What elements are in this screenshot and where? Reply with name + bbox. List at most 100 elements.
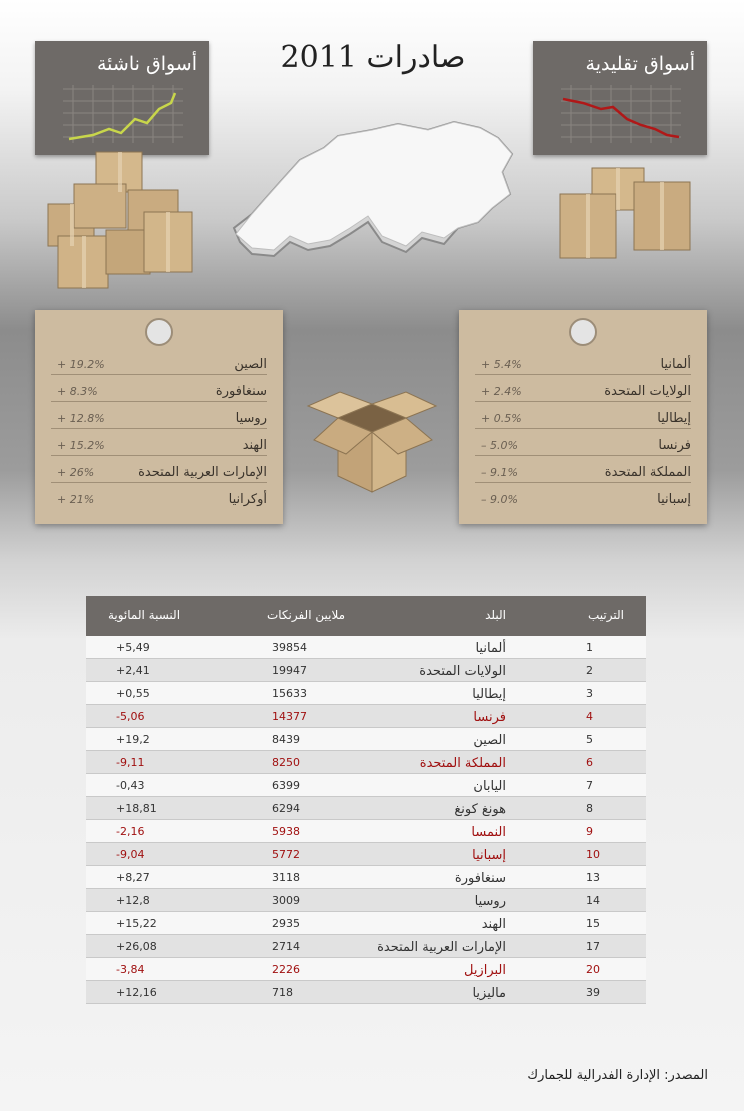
rank-cell: 13	[586, 871, 600, 884]
millions-cell: 3118	[272, 871, 300, 884]
millions-cell: 6294	[272, 802, 300, 815]
tag-row: الإمارات العربية المتحدة + 26%	[51, 458, 267, 483]
percent-cell: +12,8	[116, 894, 150, 907]
millions-cell: 14377	[272, 710, 307, 723]
rank-cell: 20	[586, 963, 600, 976]
table-row: 3 إيطاليا 15633 +0,55	[86, 682, 646, 705]
country-cell: البرازيل	[463, 963, 506, 978]
country-cell: إسبانيا	[472, 848, 506, 863]
country-cell: ألمانيا	[475, 641, 506, 656]
country-name: الصين	[234, 357, 267, 372]
growth-value: – 5.0%	[481, 439, 518, 452]
growth-value: + 12.8%	[57, 412, 105, 425]
tag-row: الولايات المتحدة + 2.4%	[475, 377, 691, 402]
rank-cell: 5	[586, 733, 593, 746]
rank-cell: 3	[586, 687, 593, 700]
traditional-markets-tag: ألمانيا + 5.4% الولايات المتحدة + 2.4% إ…	[459, 310, 707, 524]
table-row: 10 إسبانيا 5772 -9,04	[86, 843, 646, 866]
table-header: الترتيب البلد ملايين الفرنكات النسبة الم…	[86, 596, 646, 636]
tag-row: إسبانيا – 9.0%	[475, 485, 691, 509]
growth-value: + 8.3%	[57, 385, 98, 398]
table-row: 6 المملكة المتحدة 8250 -9,11	[86, 751, 646, 774]
percent-cell: +12,16	[116, 986, 157, 999]
percent-cell: -5,06	[116, 710, 145, 723]
header-country: البلد	[485, 608, 506, 622]
percent-cell: +26,08	[116, 940, 157, 953]
country-cell: الصين	[473, 733, 506, 748]
tag-row: إيطاليا + 0.5%	[475, 404, 691, 429]
source-note: المصدر: الإدارة الفدرالية للجمارك	[527, 1068, 708, 1083]
rank-cell: 4	[586, 710, 593, 723]
percent-cell: +18,81	[116, 802, 157, 815]
millions-cell: 5772	[272, 848, 300, 861]
country-name: أوكرانيا	[228, 492, 267, 507]
table-row: 8 هونغ كونغ 6294 +18,81	[86, 797, 646, 820]
millions-cell: 2714	[272, 940, 300, 953]
country-name: فرنسا	[658, 438, 691, 453]
country-name: ألمانيا	[660, 357, 691, 372]
country-cell: إيطاليا	[472, 687, 506, 702]
open-box-icon	[306, 391, 438, 493]
millions-cell: 3009	[272, 894, 300, 907]
growth-value: – 9.1%	[481, 466, 518, 479]
percent-cell: -2,16	[116, 825, 145, 838]
tag-row: فرنسا – 5.0%	[475, 431, 691, 456]
country-name: الإمارات العربية المتحدة	[138, 465, 267, 480]
country-cell: النمسا	[471, 825, 506, 840]
tag-hole	[569, 318, 597, 346]
tag-row: ألمانيا + 5.4%	[475, 350, 691, 375]
percent-cell: -9,04	[116, 848, 145, 861]
table-row: 14 روسيا 3009 +12,8	[86, 889, 646, 912]
table-row: 13 سنغافورة 3118 +8,27	[86, 866, 646, 889]
growth-value: + 19.2%	[57, 358, 105, 371]
percent-cell: +8,27	[116, 871, 150, 884]
rank-cell: 14	[586, 894, 600, 907]
tag-row: الصين + 19.2%	[51, 350, 267, 375]
rank-cell: 17	[586, 940, 600, 953]
country-cell: الهند	[481, 917, 506, 932]
millions-cell: 8439	[272, 733, 300, 746]
rank-cell: 2	[586, 664, 593, 677]
millions-cell: 5938	[272, 825, 300, 838]
country-name: المملكة المتحدة	[604, 465, 691, 480]
percent-cell: -3,84	[116, 963, 145, 976]
country-name: إسبانيا	[657, 492, 691, 507]
millions-cell: 15633	[272, 687, 307, 700]
page-title: صادرات 2011	[280, 40, 466, 75]
percent-cell: -9,11	[116, 756, 145, 769]
tag-row: أوكرانيا + 21%	[51, 485, 267, 509]
country-cell: المملكة المتحدة	[419, 756, 506, 771]
growth-value: + 21%	[57, 493, 95, 506]
country-name: الولايات المتحدة	[604, 384, 691, 399]
tag-row: روسيا + 12.8%	[51, 404, 267, 429]
table-row: 7 اليابان 6399 -0,43	[86, 774, 646, 797]
tag-row: المملكة المتحدة – 9.1%	[475, 458, 691, 483]
table-row: 9 النمسا 5938 -2,16	[86, 820, 646, 843]
table-row: 2 الولايات المتحدة 19947 +2,41	[86, 659, 646, 682]
falling-trend-chart-icon	[561, 85, 681, 143]
emerging-markets-board: أسواق ناشئة	[35, 41, 209, 155]
table-row: 15 الهند 2935 +15,22	[86, 912, 646, 935]
table-row: 17 الإمارات العربية المتحدة 2714 +26,08	[86, 935, 646, 958]
millions-cell: 2935	[272, 917, 300, 930]
millions-cell: 718	[272, 986, 293, 999]
rank-cell: 15	[586, 917, 600, 930]
emerging-markets-tag: الصين + 19.2% سنغافورة + 8.3% روسيا + 12…	[35, 310, 283, 524]
growth-value: + 5.4%	[481, 358, 522, 371]
growth-value: + 26%	[57, 466, 95, 479]
millions-cell: 8250	[272, 756, 300, 769]
country-cell: الولايات المتحدة	[419, 664, 506, 679]
growth-value: + 15.2%	[57, 439, 105, 452]
traditional-markets-board: أسواق تقليدية	[533, 41, 707, 155]
exports-table: الترتيب البلد ملايين الفرنكات النسبة الم…	[86, 596, 646, 1004]
country-cell: اليابان	[473, 779, 506, 794]
rank-cell: 9	[586, 825, 593, 838]
header-rank: الترتيب	[588, 608, 624, 622]
rank-cell: 8	[586, 802, 593, 815]
tag-hole	[145, 318, 173, 346]
table-body: 1 ألمانيا 39854 +5,49 2 الولايات المتحدة 19947…	[86, 636, 646, 1004]
country-cell: الإمارات العربية المتحدة	[377, 940, 506, 955]
table-row: 4 فرنسا 14377 -5,06	[86, 705, 646, 728]
country-name: روسيا	[235, 411, 267, 426]
rank-cell: 1	[586, 641, 593, 654]
